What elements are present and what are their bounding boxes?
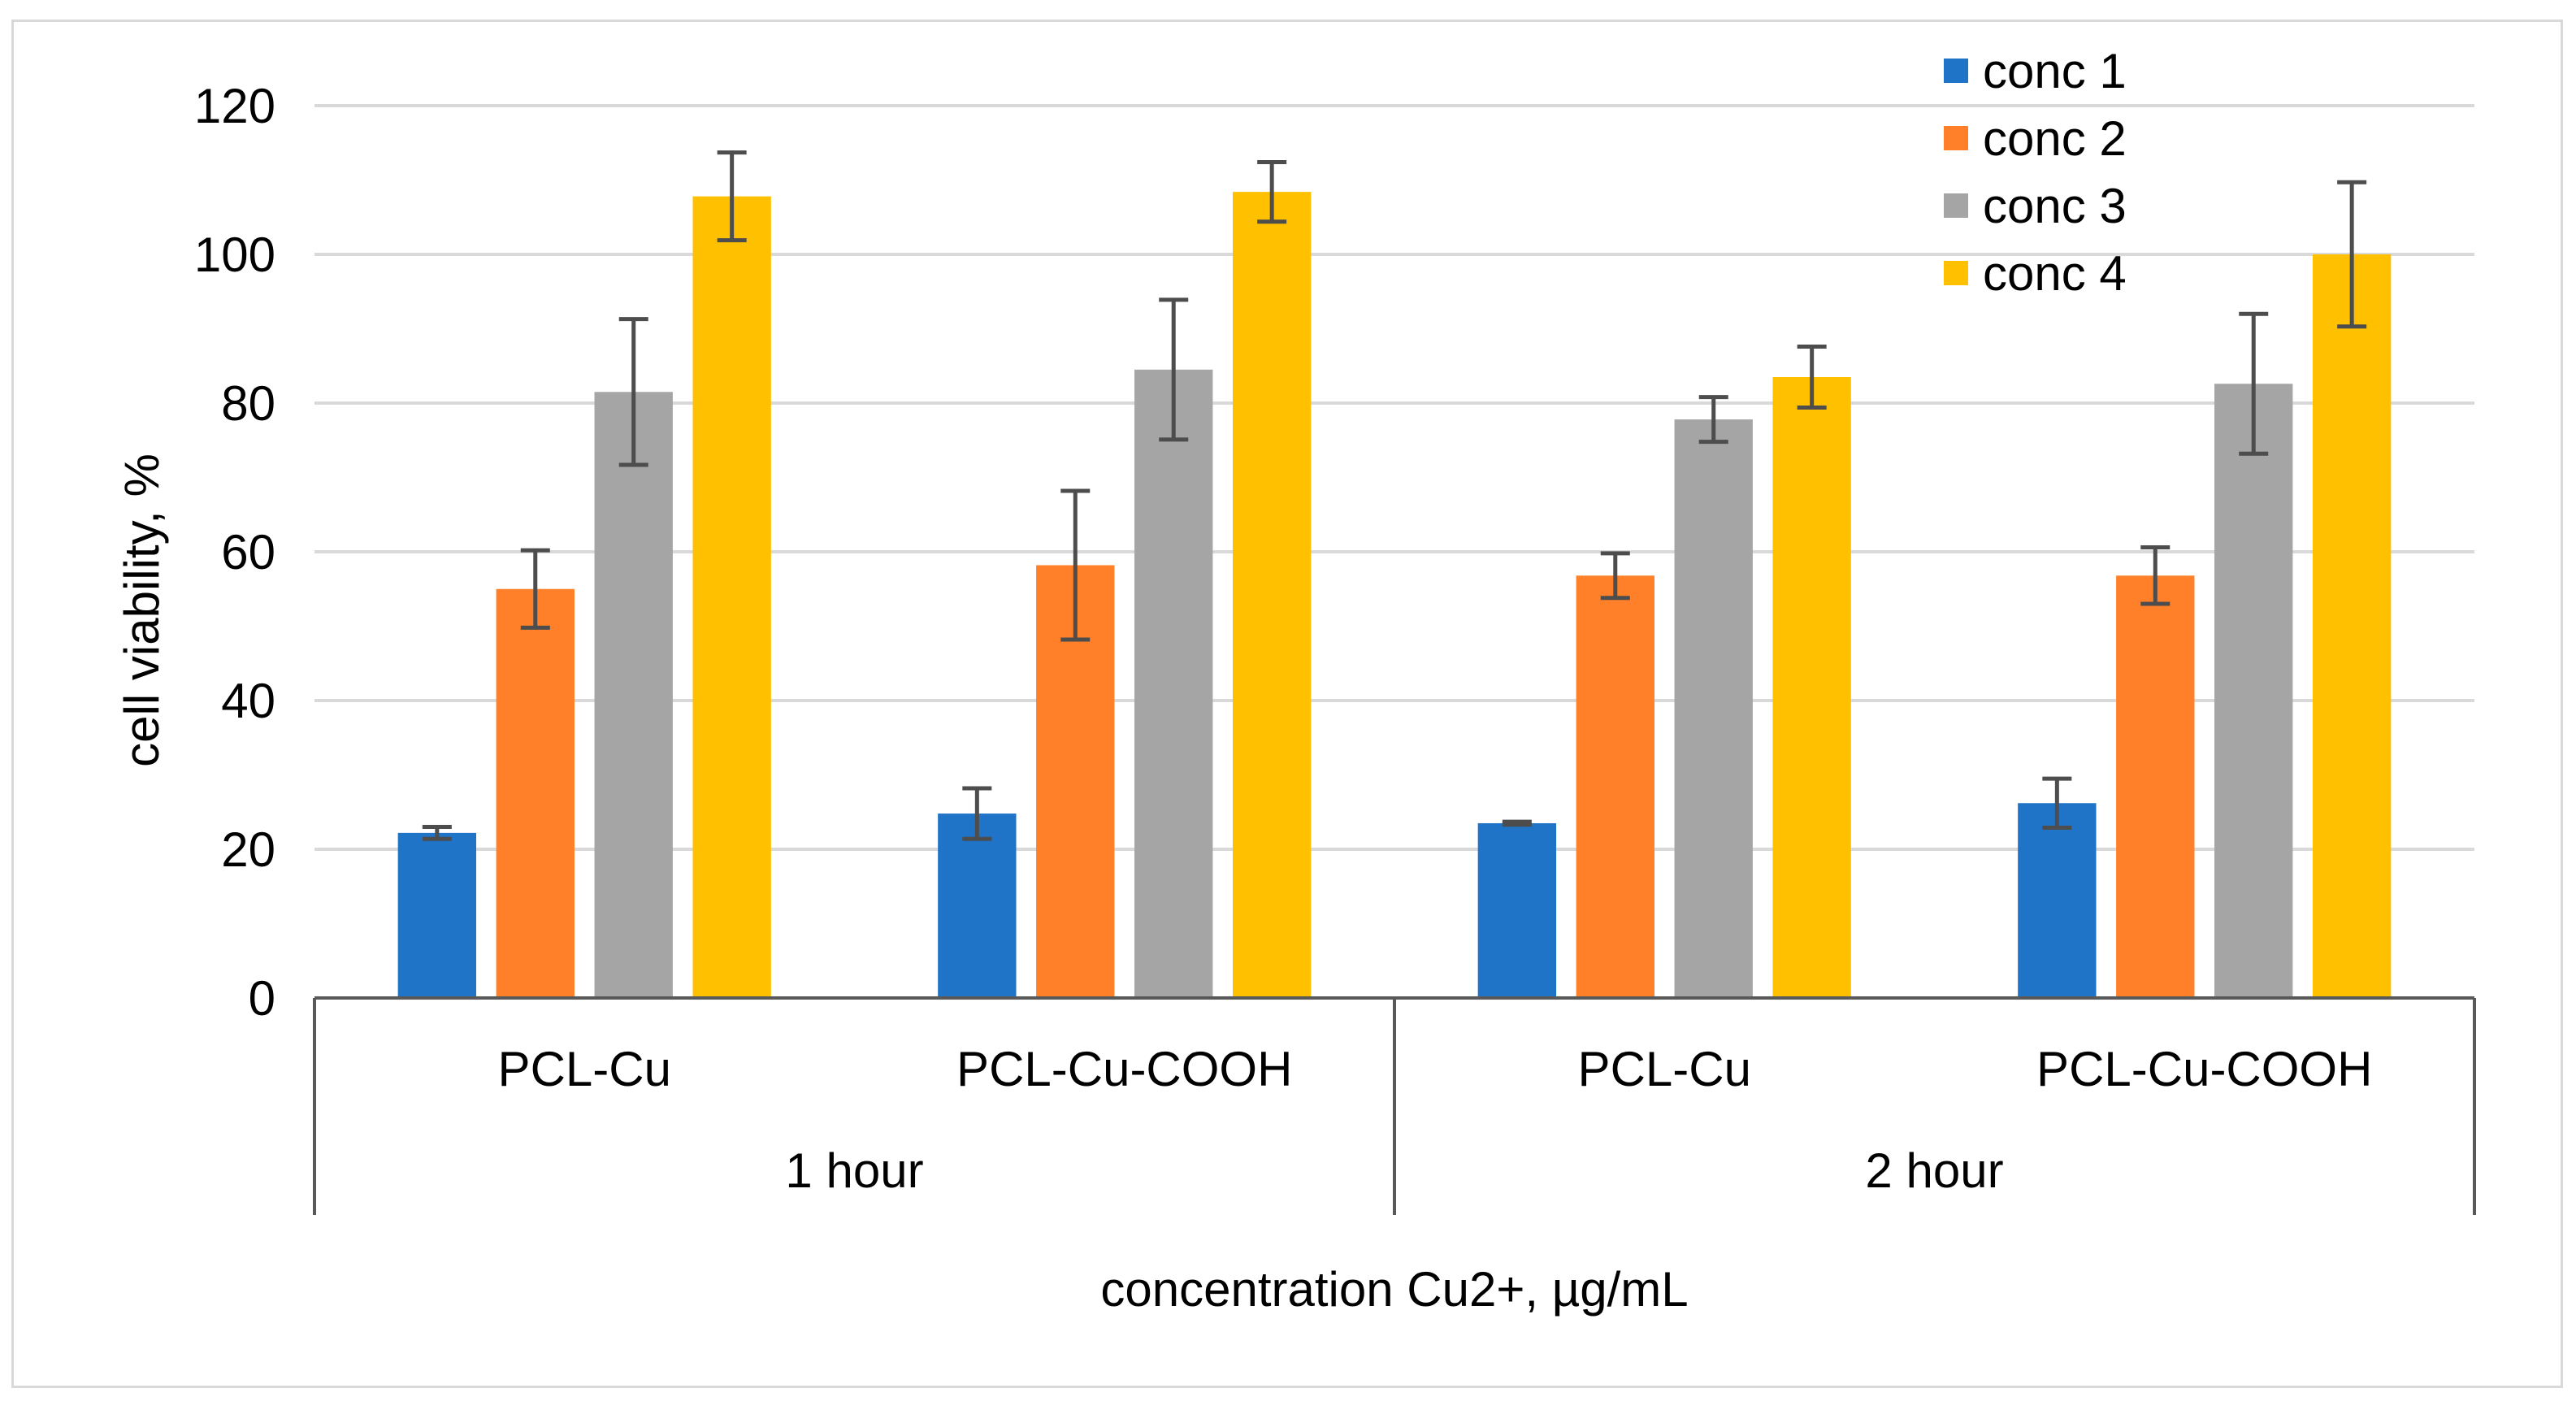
y-tick-label: 100 — [194, 228, 275, 282]
legend-label: conc 1 — [1983, 44, 2127, 98]
legend-label: conc 2 — [1983, 111, 2127, 166]
bar — [1576, 575, 1654, 998]
bar — [2214, 384, 2293, 999]
bar — [1477, 822, 1557, 998]
bar — [692, 196, 771, 998]
y-axis-label: cell viability, % — [115, 453, 169, 767]
gridlines — [314, 104, 2474, 851]
legend-swatch — [1944, 261, 1968, 285]
bar — [397, 832, 477, 998]
legend-swatch — [1944, 126, 1968, 150]
y-tick-label: 0 — [249, 971, 275, 1026]
x-category-label: PCL-Cu — [498, 1042, 671, 1096]
x-group-labels: 1 hour 2 hour — [785, 1143, 2003, 1198]
x-category-label: PCL-Cu-COOH — [2036, 1042, 2372, 1096]
x-axis-label: concentration Cu2+, µg/mL — [1100, 1262, 1688, 1317]
bars — [397, 192, 2392, 999]
chart-frame: 0 20 40 60 80 100 120 PCL-Cu PCL-Cu-COOH PCL-Cu P… — [11, 20, 2563, 1388]
bar — [2116, 575, 2195, 998]
legend-swatch — [1944, 193, 1968, 218]
bar — [496, 588, 575, 998]
legend-label: conc 4 — [1983, 246, 2127, 301]
legend-swatch — [1944, 59, 1968, 83]
bar — [938, 813, 1017, 998]
y-tick-label: 40 — [221, 674, 275, 728]
bar — [1772, 376, 1851, 999]
x-category-labels: PCL-Cu PCL-Cu-COOH PCL-Cu PCL-Cu-COOH — [498, 1042, 2373, 1096]
y-tick-label: 60 — [221, 525, 275, 579]
y-tick-label: 80 — [221, 376, 275, 431]
bar — [594, 392, 673, 998]
bar — [1134, 369, 1213, 998]
error-bars — [422, 150, 2367, 841]
legend: conc 1 conc 2 conc 3 conc 4 — [1944, 44, 2127, 301]
x-category-label: PCL-Cu — [1578, 1042, 1751, 1096]
axes — [313, 996, 2476, 1215]
x-category-label: PCL-Cu-COOH — [956, 1042, 1292, 1096]
y-tick-label: 20 — [221, 822, 275, 877]
legend-label: conc 3 — [1983, 179, 2127, 233]
y-tick-label: 120 — [194, 79, 275, 133]
bar — [1674, 419, 1753, 998]
x-group-label: 2 hour — [1865, 1143, 2003, 1198]
bar — [2312, 254, 2392, 998]
x-group-label: 1 hour — [785, 1143, 923, 1198]
y-tick-labels: 0 20 40 60 80 100 120 — [194, 79, 275, 1026]
bar — [1232, 192, 1312, 998]
bar — [2018, 803, 2097, 998]
